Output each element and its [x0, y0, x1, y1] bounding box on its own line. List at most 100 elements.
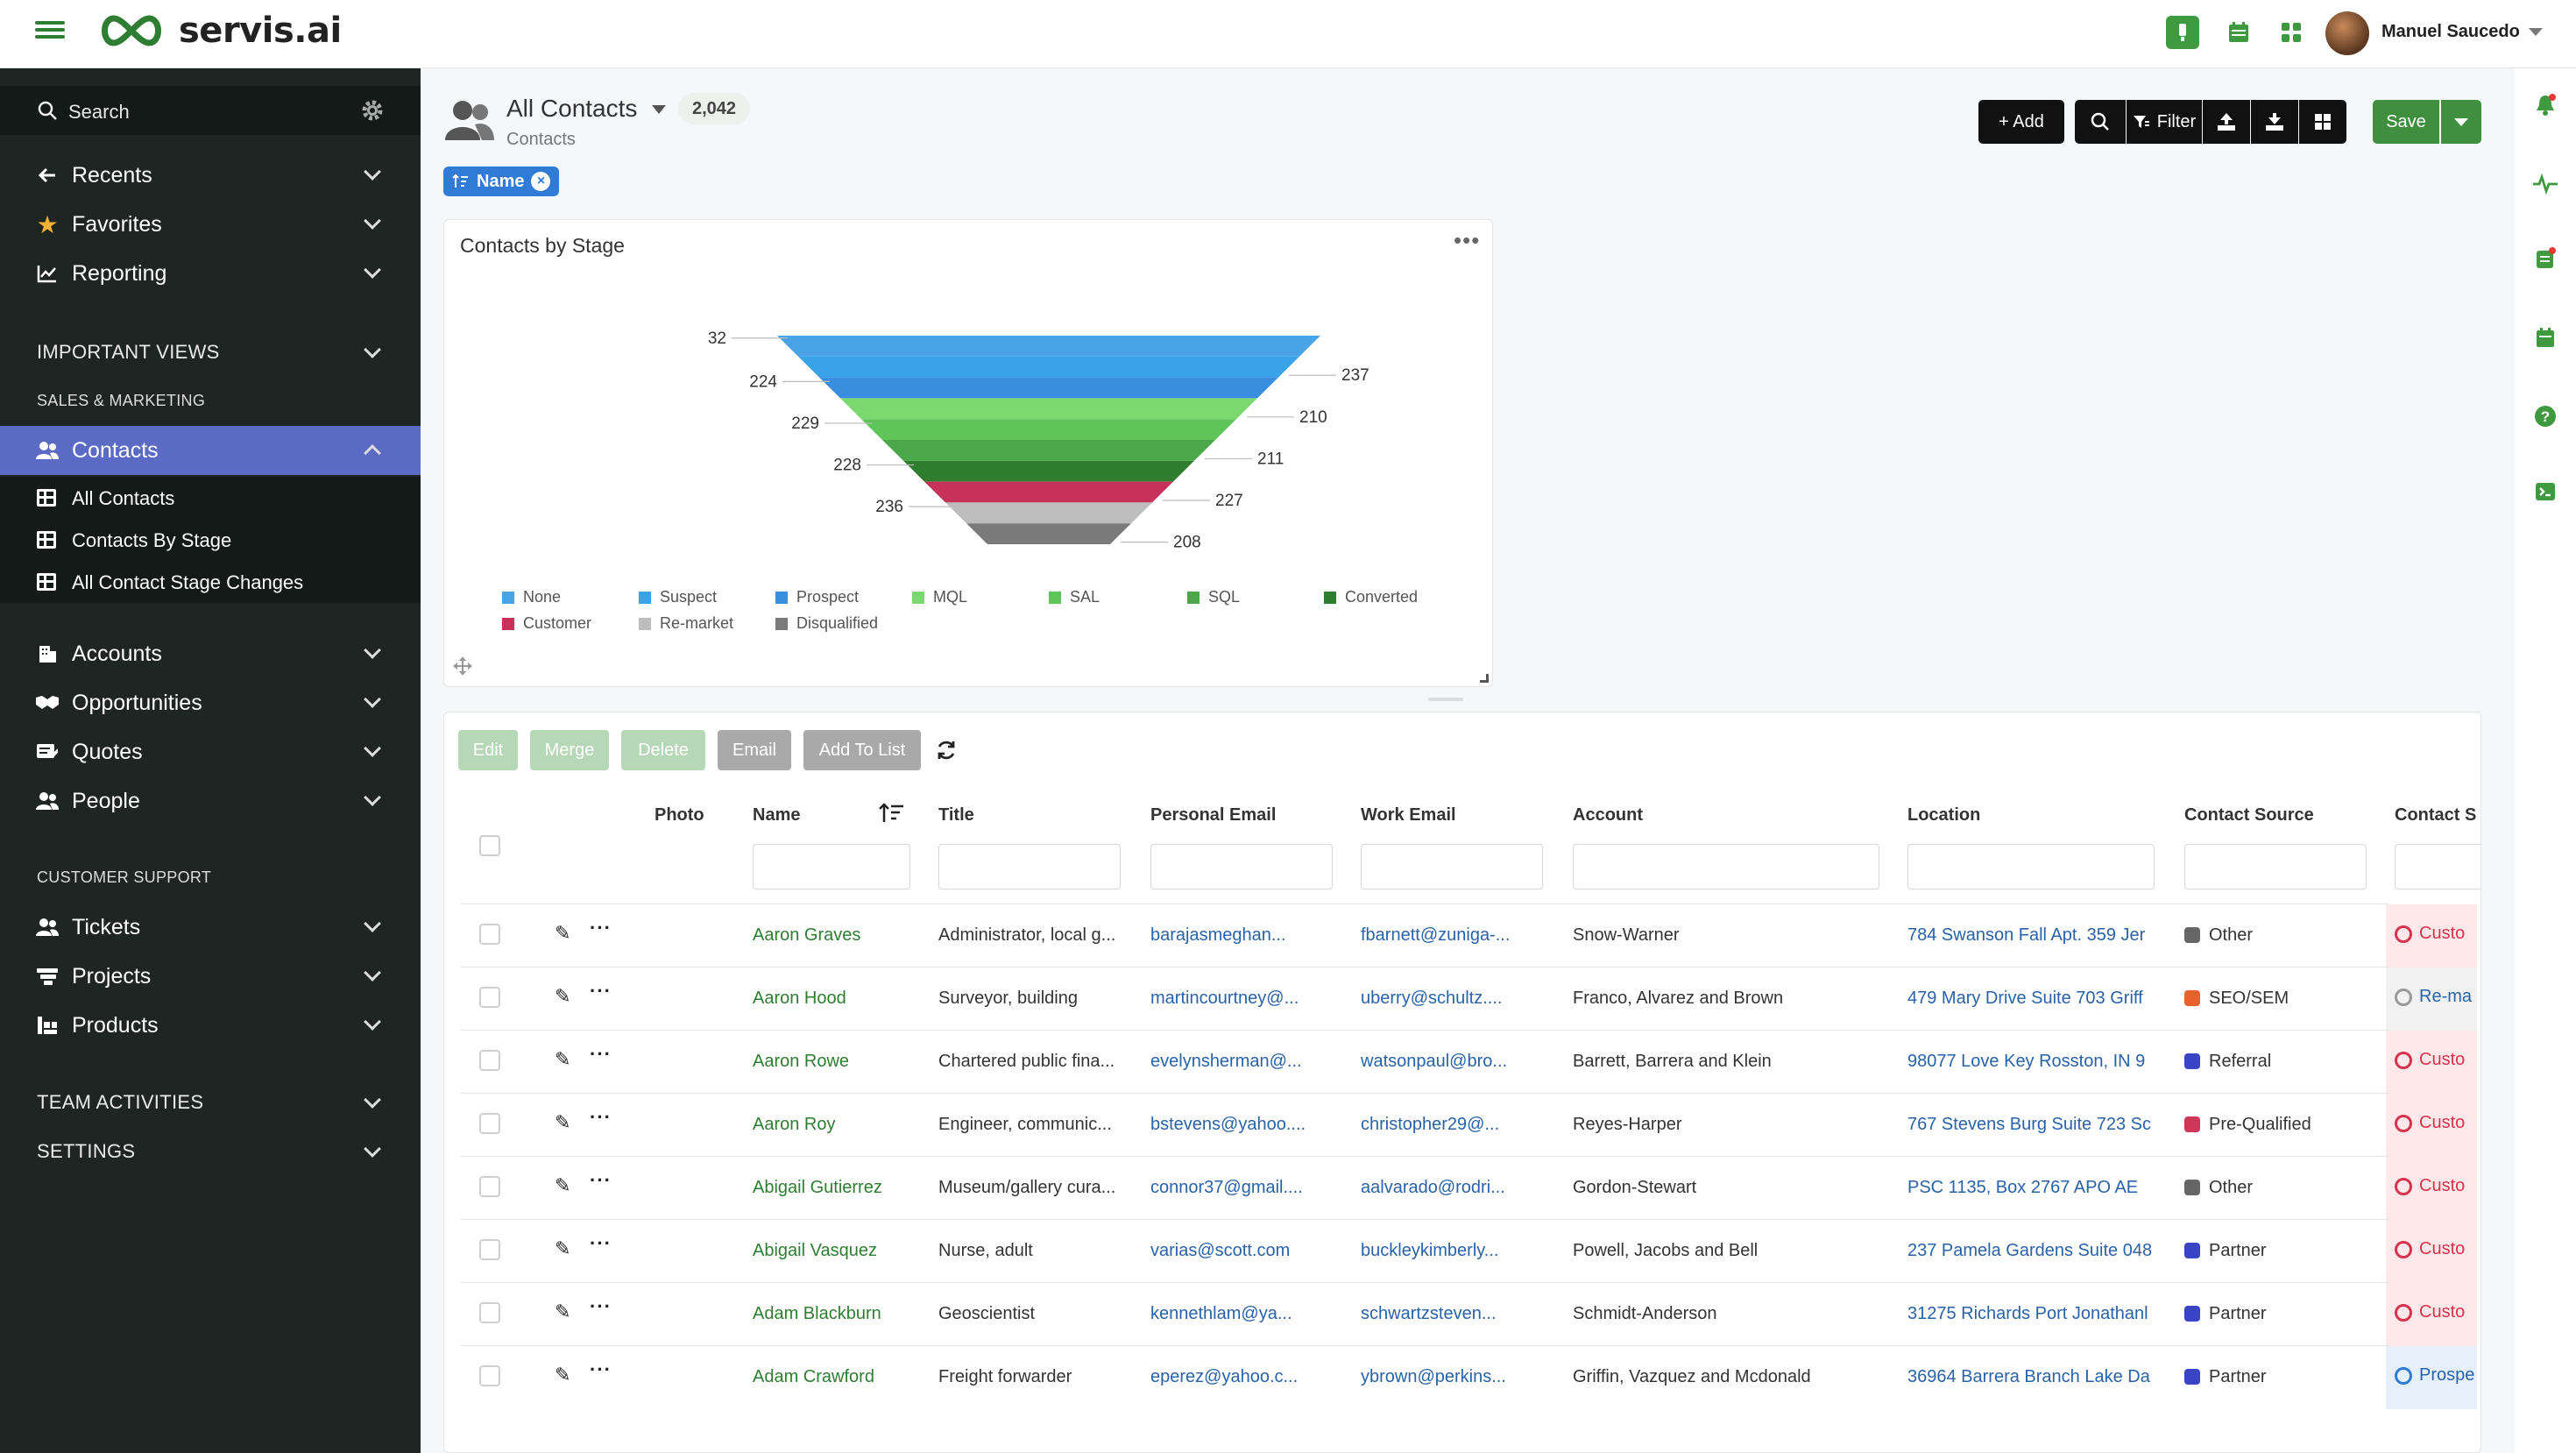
row-checkbox[interactable]	[479, 1113, 500, 1134]
row-checkbox[interactable]	[479, 924, 500, 945]
account-link[interactable]: Gordon-Stewart	[1573, 1178, 1697, 1197]
location-link[interactable]: 98077 Love Key Rosston, IN 9	[1907, 1052, 2146, 1071]
row-more-icon[interactable]: ···	[590, 1043, 612, 1065]
chevron-down-icon[interactable]	[652, 105, 666, 114]
location-filter-input[interactable]	[1907, 844, 2155, 890]
sort-ascending-icon[interactable]	[879, 802, 905, 825]
column-header-account[interactable]: Account	[1573, 805, 1643, 825]
contact-stage-cell[interactable]: Custo	[2386, 1283, 2477, 1346]
row-more-icon[interactable]: ···	[590, 917, 612, 939]
funnel-segment-none[interactable]	[777, 336, 1320, 357]
merge-button[interactable]: Merge	[530, 730, 609, 770]
account-link[interactable]: Franco, Alvarez and Brown	[1573, 989, 1784, 1008]
app-logo[interactable]: servis.ai	[96, 11, 342, 51]
column-header-photo[interactable]: Photo	[655, 805, 704, 825]
contact-stage-cell[interactable]: Custo	[2386, 1094, 2477, 1157]
table-row[interactable]: ✎ ··· Abigail Gutierrez Museum/gallery c…	[460, 1156, 2477, 1220]
calendar-icon[interactable]	[2222, 16, 2255, 49]
edit-pencil-icon[interactable]: ✎	[555, 1364, 571, 1386]
location-link[interactable]: 784 Swanson Fall Apt. 359 Jer	[1907, 925, 2146, 945]
gear-icon[interactable]	[361, 99, 384, 122]
work-email-filter-input[interactable]	[1361, 844, 1543, 890]
edit-pencil-icon[interactable]: ✎	[555, 922, 571, 944]
contact-name-link[interactable]: Aaron Hood	[753, 989, 846, 1008]
table-row[interactable]: ✎ ··· Aaron Hood Surveyor, building mart…	[460, 967, 2477, 1031]
table-row[interactable]: ✎ ··· Aaron Graves Administrator, local …	[460, 904, 2477, 967]
sidebar-item-favorites[interactable]: ★ Favorites	[0, 200, 421, 249]
location-link[interactable]: 31275 Richards Port Jonathanl	[1907, 1304, 2148, 1323]
location-link[interactable]: 237 Pamela Gardens Suite 048	[1907, 1241, 2153, 1260]
row-more-icon[interactable]: ···	[590, 1295, 612, 1317]
sidebar-item-reporting[interactable]: Reporting	[0, 249, 421, 298]
contact-name-link[interactable]: Aaron Roy	[753, 1115, 836, 1134]
column-header-title[interactable]: Title	[938, 805, 974, 825]
add-to-list-button[interactable]: Add To List	[803, 730, 921, 770]
row-more-icon[interactable]: ···	[590, 1358, 612, 1380]
sidebar-item-opportunities[interactable]: Opportunities	[0, 678, 421, 727]
contact-stage-cell[interactable]: Custo	[2386, 1031, 2477, 1094]
work-email-link[interactable]: buckleykimberly...	[1361, 1241, 1499, 1260]
name-filter-input[interactable]	[753, 844, 910, 890]
funnel-segment-sal[interactable]	[861, 419, 1236, 440]
sidebar-item-products[interactable]: Products	[0, 1001, 421, 1050]
contact-name-link[interactable]: Aaron Rowe	[753, 1052, 850, 1071]
chevron-down-icon[interactable]	[364, 1091, 381, 1109]
row-checkbox[interactable]	[479, 1050, 500, 1071]
upload-button[interactable]	[2203, 100, 2250, 144]
work-email-link[interactable]: ybrown@perkins...	[1361, 1367, 1506, 1386]
contact-source-filter-input[interactable]	[2184, 844, 2367, 890]
sidebar-subitem-all-contacts[interactable]: All Contacts	[0, 477, 421, 519]
edit-pencil-icon[interactable]: ✎	[555, 985, 571, 1007]
column-header-personal-email[interactable]: Personal Email	[1150, 805, 1277, 825]
section-settings[interactable]: SETTINGS	[37, 1140, 136, 1162]
legend-item[interactable]: SQL	[1187, 588, 1240, 606]
work-email-link[interactable]: aalvarado@rodri...	[1361, 1178, 1505, 1197]
refresh-icon[interactable]	[935, 739, 958, 762]
personal-email-link[interactable]: eperez@yahoo.c...	[1150, 1367, 1299, 1386]
sidebar-item-contacts[interactable]: Contacts	[0, 426, 421, 475]
close-icon[interactable]: ×	[531, 172, 551, 191]
work-email-link[interactable]: fbarnett@zuniga-...	[1361, 925, 1511, 945]
sidebar-search[interactable]: Search	[0, 86, 421, 135]
work-email-link[interactable]: schwartzsteven...	[1361, 1304, 1497, 1323]
funnel-segment-sql[interactable]	[882, 440, 1215, 461]
row-checkbox[interactable]	[479, 1176, 500, 1197]
funnel-segment-customer[interactable]	[924, 481, 1173, 503]
personal-email-link[interactable]: evelynsherman@...	[1150, 1052, 1302, 1071]
row-more-icon[interactable]: ···	[590, 1169, 612, 1191]
legend-item[interactable]: MQL	[912, 588, 967, 606]
table-row[interactable]: ✎ ··· Adam Crawford Freight forwarder ep…	[460, 1345, 2477, 1409]
edit-button[interactable]: Edit	[458, 730, 518, 770]
section-important-views[interactable]: IMPORTANT VIEWS	[37, 341, 220, 363]
work-email-link[interactable]: watsonpaul@bro...	[1361, 1052, 1508, 1071]
account-link[interactable]: Schmidt-Anderson	[1573, 1304, 1717, 1323]
legend-item[interactable]: Suspect	[639, 588, 717, 606]
legend-item[interactable]: Customer	[502, 614, 591, 633]
contact-name-link[interactable]: Abigail Vasquez	[753, 1241, 877, 1260]
table-row[interactable]: ✎ ··· Aaron Roy Engineer, communic... bs…	[460, 1093, 2477, 1157]
contact-stage-filter-input[interactable]	[2395, 844, 2480, 890]
notification-bell-icon[interactable]	[2166, 16, 2199, 49]
edit-pencil-icon[interactable]: ✎	[555, 1174, 571, 1196]
funnel-segment-disqualified[interactable]	[966, 523, 1131, 544]
apps-grid-icon[interactable]	[2275, 16, 2308, 49]
contact-stage-cell[interactable]: Custo	[2386, 904, 2477, 967]
legend-item[interactable]: Disqualified	[775, 614, 878, 633]
location-link[interactable]: 36964 Barrera Branch Lake Da	[1907, 1367, 2150, 1386]
select-all-checkbox[interactable]	[479, 835, 500, 856]
menu-icon[interactable]	[35, 18, 65, 46]
contact-stage-cell[interactable]: Prospe	[2386, 1346, 2477, 1409]
activity-pulse-icon[interactable]	[2532, 174, 2558, 195]
column-header-contact-stage[interactable]: Contact S	[2395, 805, 2477, 825]
legend-item[interactable]: Converted	[1324, 588, 1418, 606]
sidebar-item-tickets[interactable]: Tickets	[0, 903, 421, 952]
row-more-icon[interactable]: ···	[590, 1106, 612, 1128]
funnel-segment-mql[interactable]	[840, 398, 1257, 420]
contact-name-link[interactable]: Abigail Gutierrez	[753, 1178, 882, 1197]
chevron-down-icon[interactable]	[364, 1140, 381, 1158]
row-checkbox[interactable]	[479, 987, 500, 1008]
terminal-icon[interactable]	[2534, 480, 2557, 503]
chevron-down-icon[interactable]	[364, 341, 381, 358]
calendar-icon[interactable]	[2534, 326, 2557, 349]
chevron-down-icon[interactable]	[2529, 28, 2543, 36]
